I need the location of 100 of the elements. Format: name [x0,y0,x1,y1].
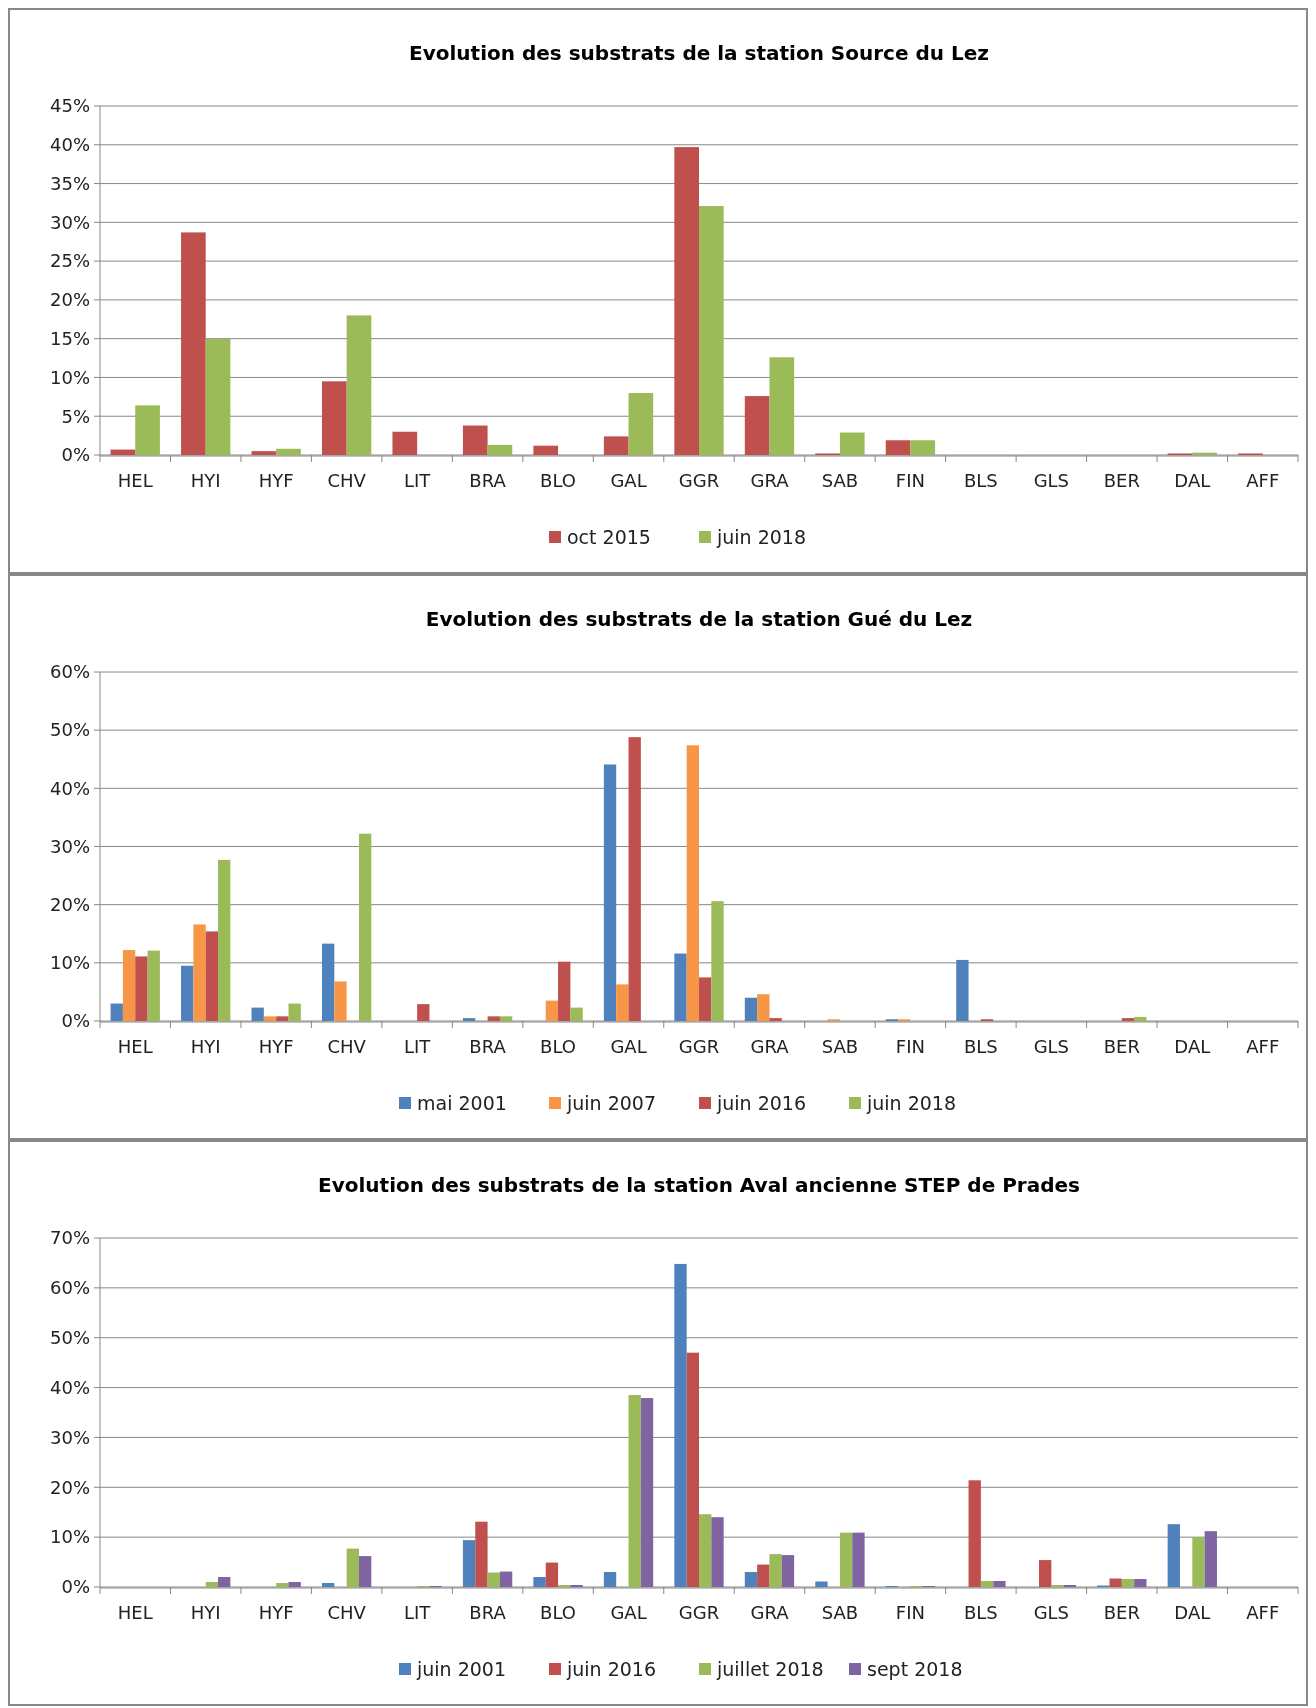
bar [699,1514,712,1587]
x-tick-label: CHV [327,1036,367,1057]
x-tick-label: SAB [821,1036,859,1057]
bar [545,1000,559,1021]
x-tick-label: CHV [327,1602,367,1623]
bar [769,357,795,455]
bar [686,1352,699,1587]
bar [358,833,372,1021]
x-tick-label: DAL [1174,1036,1211,1057]
legend-label: juin 2018 [866,1091,957,1114]
bar [288,1003,301,1021]
bar [769,1554,782,1587]
bar [205,1582,219,1587]
bar [699,977,712,1021]
y-tick-label: 10% [49,1526,90,1548]
bar [533,1577,546,1587]
bar [711,901,724,1021]
bar [1134,1016,1147,1021]
y-tick-label: 10% [49,366,90,388]
y-tick-label: 60% [49,1277,90,1299]
y-tick-label: 10% [49,952,90,974]
bar [276,1583,289,1587]
legend-label: juillet 2018 [716,1657,824,1680]
x-tick-label: GRA [750,1036,790,1057]
x-tick-label: BLO [540,1602,577,1623]
bar [218,859,231,1021]
x-tick-label: HYF [258,1602,294,1623]
x-tick-label: BRA [469,1602,507,1623]
x-tick-label: FIN [895,1036,925,1057]
x-tick-label: GAL [610,470,647,491]
y-tick-label: 50% [49,719,90,741]
bar [1109,1578,1122,1587]
bar [839,1532,853,1587]
bar [487,1572,500,1587]
bar [699,206,724,455]
bar [852,1532,865,1587]
bar [346,315,372,455]
x-tick-label: GAL [610,1602,647,1623]
bar [686,745,699,1021]
y-tick-label: 5% [61,405,90,427]
x-tick-label: GGR [678,470,720,491]
x-tick-label: FIN [895,470,925,491]
bar [968,1480,981,1587]
bar [321,1583,335,1587]
bar [276,448,301,455]
x-tick-label: GAL [610,1036,647,1057]
bar [462,425,488,455]
bar [1121,1579,1135,1587]
bar [616,984,629,1021]
bar [276,1016,289,1021]
x-tick-label: BLS [963,1602,998,1623]
x-tick-label: GLS [1033,1036,1070,1057]
legend-label: juin 2018 [716,525,807,548]
legend-label: oct 2015 [567,525,651,548]
bar [711,1517,724,1587]
bar [603,764,617,1021]
x-tick-label: BLO [540,470,577,491]
x-tick-label: LIT [403,1602,432,1623]
bar [193,924,206,1021]
bar [628,737,641,1021]
bar [815,1581,828,1587]
x-tick-label: CHV [327,470,367,491]
bar [122,950,136,1021]
bar [263,1016,277,1021]
bar [757,1564,770,1587]
bar [288,1582,301,1587]
y-tick-label: 30% [49,835,90,857]
chart-title: Evolution des substrats de la station Gué du Lez [425,607,973,631]
x-tick-label: BLS [963,1036,998,1057]
x-tick-label: SAB [821,470,859,491]
legend-label: sept 2018 [867,1657,963,1680]
x-tick-label: DAL [1174,1602,1211,1623]
bar [839,432,865,455]
legend-label: mai 2001 [417,1091,507,1114]
bar [757,994,770,1021]
y-tick-label: 15% [49,327,90,349]
bar [147,950,160,1021]
x-tick-label: FIN [895,1602,925,1623]
bar [321,943,335,1021]
x-tick-label: HEL [117,1036,153,1057]
bar [135,405,160,455]
bar [744,997,758,1021]
bar [135,956,148,1021]
y-tick-label: 0% [61,1576,90,1598]
bar [640,1398,654,1587]
x-tick-label: HYF [258,470,294,491]
x-tick-label: GLS [1033,470,1070,491]
y-tick-label: 20% [49,893,90,915]
legend-label: juin 2007 [566,1091,657,1114]
bar [251,1007,264,1021]
bar [334,981,347,1021]
x-tick-label: AFF [1246,1036,1280,1057]
x-tick-label: HYF [258,1036,294,1057]
bar [487,1016,500,1021]
bar [674,953,687,1021]
bar [251,451,277,455]
x-tick-label: BRA [469,1036,507,1057]
bar [1039,1560,1052,1587]
x-tick-label: HEL [117,1602,153,1623]
bar [392,431,418,455]
